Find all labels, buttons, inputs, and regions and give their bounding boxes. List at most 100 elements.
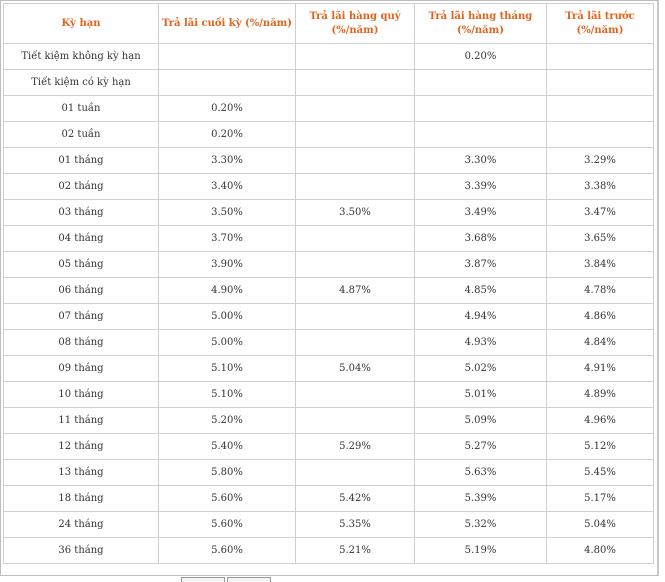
monthly-cell: 5.09% [414, 407, 547, 434]
end-of-term-cell: 5.10% [158, 355, 296, 382]
quarterly-cell [295, 69, 415, 96]
upfront-cell: 3.65% [546, 225, 654, 252]
term-cell: 01 tháng [3, 147, 159, 174]
table-row: 05 tháng 3.90% 3.87% 3.84% [3, 251, 654, 278]
table-row: Tiết kiệm có kỳ hạn [3, 69, 654, 96]
upfront-cell: 4.91% [546, 355, 654, 382]
upfront-cell [546, 43, 654, 70]
monthly-cell: 3.30% [414, 147, 547, 174]
upfront-cell: 4.80% [546, 537, 654, 564]
monthly-cell: 3.87% [414, 251, 547, 278]
term-cell: 03 tháng [3, 199, 159, 226]
quarterly-cell [295, 173, 415, 200]
header-row: Kỳ hạn Trả lãi cuối kỳ (%/năm) Trả lãi h… [3, 3, 654, 44]
upfront-cell: 4.96% [546, 407, 654, 434]
upfront-cell: 3.29% [546, 147, 654, 174]
header-quarterly: Trả lãi hàng quý (%/năm) [295, 3, 415, 44]
term-cell: 02 tuần [3, 121, 159, 148]
table-row: 01 tuần 0.20% [3, 95, 654, 122]
table-row: 06 tháng 4.90% 4.87% 4.85% 4.78% [3, 277, 654, 304]
end-of-term-cell: 5.60% [158, 485, 296, 512]
quarterly-cell [295, 95, 415, 122]
table-row: 08 tháng 5.00% 4.93% 4.84% [3, 329, 654, 356]
end-of-term-cell: 0.20% [158, 95, 296, 122]
table-row: 02 tháng 3.40% 3.39% 3.38% [3, 173, 654, 200]
quarterly-cell [295, 407, 415, 434]
monthly-cell: 5.39% [414, 485, 547, 512]
monthly-cell [414, 121, 547, 148]
term-cell: 07 tháng [3, 303, 159, 330]
upfront-cell: 4.78% [546, 277, 654, 304]
upfront-cell [546, 121, 654, 148]
table-row: 01 tháng 3.30% 3.30% 3.29% [3, 147, 654, 174]
monthly-cell: 4.93% [414, 329, 547, 356]
quarterly-cell [295, 329, 415, 356]
end-of-term-cell: 5.00% [158, 303, 296, 330]
term-cell: 04 tháng [3, 225, 159, 252]
quarterly-cell [295, 251, 415, 278]
monthly-cell [414, 69, 547, 96]
table-row: 36 tháng 5.60% 5.21% 5.19% 4.80% [3, 537, 654, 564]
header-end-of-term: Trả lãi cuối kỳ (%/năm) [158, 3, 296, 44]
header-upfront: Trả lãi trước (%/năm) [546, 3, 654, 44]
header-term: Kỳ hạn [3, 3, 159, 44]
monthly-cell: 4.85% [414, 277, 547, 304]
end-of-term-cell: 5.00% [158, 329, 296, 356]
monthly-cell: 5.01% [414, 381, 547, 408]
table-row: 13 tháng 5.80% 5.63% 5.45% [3, 459, 654, 486]
term-cell: 18 tháng [3, 485, 159, 512]
monthly-cell: 5.19% [414, 537, 547, 564]
end-of-term-cell: 3.90% [158, 251, 296, 278]
quarterly-cell: 4.87% [295, 277, 415, 304]
upfront-cell: 5.12% [546, 433, 654, 460]
end-of-term-cell [158, 43, 296, 70]
term-cell: 09 tháng [3, 355, 159, 382]
monthly-cell: 5.02% [414, 355, 547, 382]
scroll-thumb-left[interactable] [181, 577, 225, 582]
upfront-cell: 3.84% [546, 251, 654, 278]
term-cell: 36 tháng [3, 537, 159, 564]
quarterly-cell [295, 121, 415, 148]
end-of-term-cell: 3.30% [158, 147, 296, 174]
monthly-cell: 3.68% [414, 225, 547, 252]
table-row: 09 tháng 5.10% 5.04% 5.02% 4.91% [3, 355, 654, 382]
upfront-cell: 3.47% [546, 199, 654, 226]
end-of-term-cell: 5.10% [158, 381, 296, 408]
scroll-thumb-right[interactable] [227, 577, 271, 582]
table-row: Tiết kiệm không kỳ hạn 0.20% [3, 43, 654, 70]
end-of-term-cell: 5.20% [158, 407, 296, 434]
table-row: 18 tháng 5.60% 5.42% 5.39% 5.17% [3, 485, 654, 512]
table-row: 07 tháng 5.00% 4.94% 4.86% [3, 303, 654, 330]
quarterly-cell: 5.29% [295, 433, 415, 460]
table-row: 11 tháng 5.20% 5.09% 4.96% [3, 407, 654, 434]
quarterly-cell: 5.42% [295, 485, 415, 512]
table-row: 24 tháng 5.60% 5.35% 5.32% 5.04% [3, 511, 654, 538]
header-monthly: Trả lãi hàng tháng (%/năm) [414, 3, 547, 44]
monthly-cell: 0.20% [414, 43, 547, 70]
monthly-cell: 5.32% [414, 511, 547, 538]
quarterly-cell [295, 147, 415, 174]
table-row: 04 tháng 3.70% 3.68% 3.65% [3, 225, 654, 252]
table-row: 10 tháng 5.10% 5.01% 4.89% [3, 381, 654, 408]
term-cell: 06 tháng [3, 277, 159, 304]
end-of-term-cell: 3.50% [158, 199, 296, 226]
term-cell: 11 tháng [3, 407, 159, 434]
upfront-cell: 4.84% [546, 329, 654, 356]
upfront-cell: 4.89% [546, 381, 654, 408]
interest-rate-table: Kỳ hạn Trả lãi cuối kỳ (%/năm) Trả lãi h… [3, 3, 654, 564]
term-cell: 13 tháng [3, 459, 159, 486]
term-cell: 10 tháng [3, 381, 159, 408]
upfront-cell [546, 95, 654, 122]
upfront-cell: 3.38% [546, 173, 654, 200]
term-cell: 05 tháng [3, 251, 159, 278]
table-row: 02 tuần 0.20% [3, 121, 654, 148]
upfront-cell: 5.17% [546, 485, 654, 512]
monthly-cell [414, 95, 547, 122]
term-cell: 08 tháng [3, 329, 159, 356]
end-of-term-cell: 3.70% [158, 225, 296, 252]
upfront-cell: 4.86% [546, 303, 654, 330]
term-cell: 12 tháng [3, 433, 159, 460]
quarterly-cell: 5.04% [295, 355, 415, 382]
end-of-term-cell: 4.90% [158, 277, 296, 304]
